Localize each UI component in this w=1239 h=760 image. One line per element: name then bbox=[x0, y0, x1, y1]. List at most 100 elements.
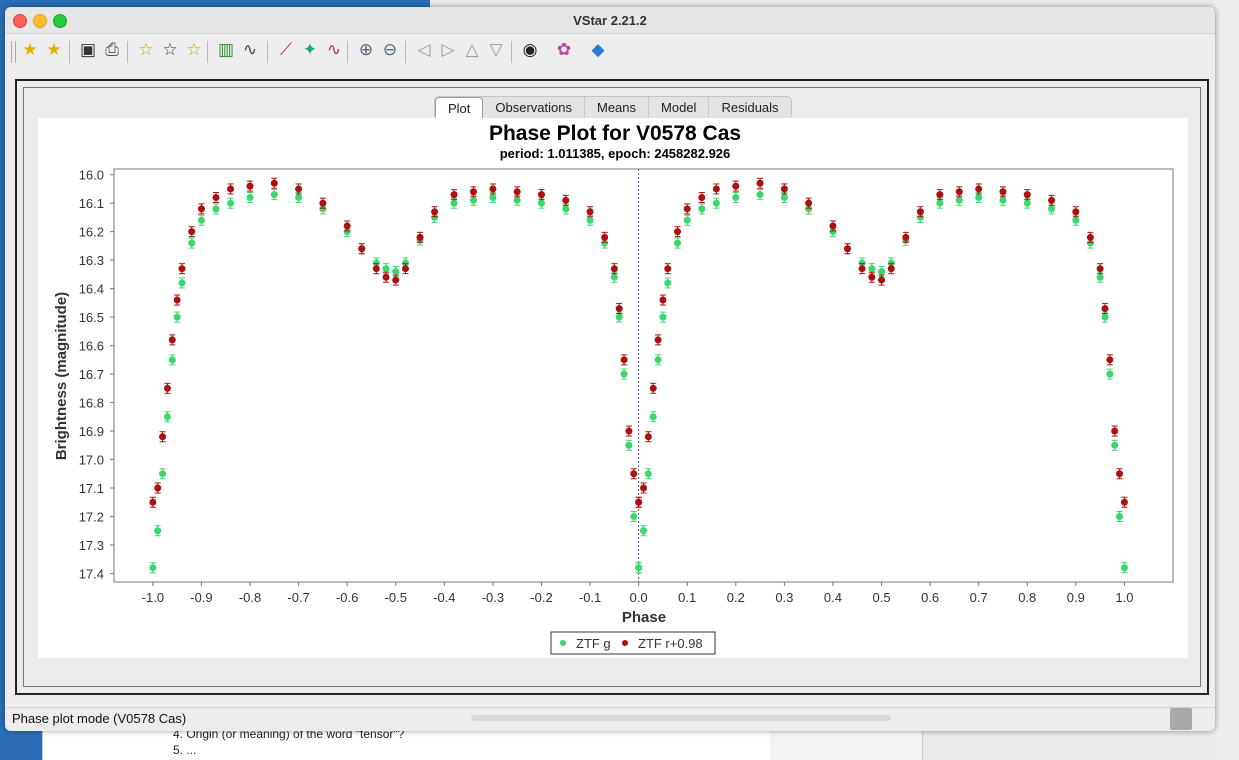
data-point-ztf-g bbox=[654, 354, 662, 366]
pan-up-icon[interactable]: △ bbox=[465, 40, 479, 59]
data-point-ztf-r bbox=[844, 243, 852, 255]
pan-right-icon[interactable]: ▷ bbox=[441, 40, 455, 59]
data-point-ztf-r bbox=[227, 183, 235, 195]
data-point-ztf-r bbox=[805, 197, 813, 209]
data-point-ztf-g bbox=[732, 191, 740, 203]
data-point-ztf-r bbox=[431, 206, 439, 218]
x-tick-label: -0.3 bbox=[482, 590, 504, 605]
y-tick-label: 16.2 bbox=[79, 225, 104, 240]
x-tick-label: -1.0 bbox=[142, 590, 164, 605]
pan-down-icon[interactable]: ▽ bbox=[489, 40, 503, 59]
toolbar-grip[interactable] bbox=[11, 41, 16, 63]
x-tick-label: -0.7 bbox=[287, 590, 309, 605]
x-tick-label: -0.5 bbox=[385, 590, 407, 605]
resize-grip-icon[interactable] bbox=[1170, 708, 1192, 730]
period-search-icon[interactable]: ∿ bbox=[326, 40, 342, 59]
tab-means[interactable]: Means bbox=[585, 97, 650, 119]
data-point-ztf-r bbox=[197, 203, 205, 215]
close-window-button[interactable] bbox=[13, 14, 27, 28]
y-axis-label: Brightness (magnitude) bbox=[53, 292, 70, 460]
save-icon[interactable]: ▣ bbox=[79, 40, 97, 59]
data-point-ztf-r bbox=[644, 431, 652, 443]
star-filter-icon[interactable]: ☆ bbox=[186, 40, 202, 59]
info-icon[interactable]: ◆ bbox=[591, 40, 605, 59]
polynomial-fit-icon[interactable]: ✦ bbox=[302, 40, 318, 59]
status-scrollbar[interactable] bbox=[471, 715, 891, 721]
y-tick-label: 16.5 bbox=[79, 310, 104, 325]
data-point-ztf-r bbox=[630, 468, 638, 480]
data-point-ztf-r bbox=[1101, 303, 1109, 315]
y-tick-label: 16.0 bbox=[79, 168, 104, 183]
tab-model[interactable]: Model bbox=[649, 97, 710, 119]
new-star-file-icon[interactable]: ★ bbox=[46, 40, 62, 59]
x-tick-label: 0.2 bbox=[727, 590, 745, 605]
plugin-icon[interactable]: ✿ bbox=[556, 40, 572, 59]
y-tick-label: 16.4 bbox=[79, 282, 104, 297]
data-point-ztf-g bbox=[683, 214, 691, 226]
y-tick-label: 17.4 bbox=[79, 566, 104, 581]
y-tick-label: 17.1 bbox=[79, 481, 104, 496]
data-point-ztf-r bbox=[664, 263, 672, 275]
main-panel: Plot Observations Means Model Residuals … bbox=[15, 79, 1209, 695]
toolbar: ★ ★ ▣ ⎙ ☆ ☆ ☆ ▥ ∿ ⟋ ✦ ∿ ⊕ ⊖ ◁ ▷ △ ▽ ◉ ✿ ◆ bbox=[5, 35, 1215, 69]
zoom-out-icon[interactable]: ⊖ bbox=[382, 40, 398, 59]
data-point-ztf-r bbox=[513, 186, 521, 198]
data-point-ztf-r bbox=[270, 177, 278, 189]
data-point-ztf-g bbox=[635, 562, 643, 574]
data-point-ztf-g bbox=[173, 311, 181, 323]
data-point-ztf-r bbox=[586, 206, 594, 218]
data-point-ztf-g bbox=[168, 354, 176, 366]
data-point-ztf-g bbox=[154, 525, 162, 537]
data-point-ztf-r bbox=[916, 206, 924, 218]
zoom-window-button[interactable] bbox=[53, 14, 67, 28]
observation-filter-icon[interactable]: ▥ bbox=[217, 40, 235, 59]
print-icon[interactable]: ⎙ bbox=[105, 40, 119, 59]
phase-plot-chart[interactable]: Phase Plot for V0578 Cas period: 1.01138… bbox=[38, 118, 1188, 658]
data-point-ztf-g bbox=[149, 562, 157, 574]
data-point-ztf-r bbox=[401, 263, 409, 275]
star-info-icon[interactable]: ☆ bbox=[138, 40, 154, 59]
data-point-ztf-g bbox=[649, 411, 657, 423]
pan-left-icon[interactable]: ◁ bbox=[417, 40, 431, 59]
y-tick-label: 17.0 bbox=[79, 453, 104, 468]
x-tick-label: -0.8 bbox=[239, 590, 261, 605]
x-tick-label: 0.1 bbox=[678, 590, 696, 605]
y-tick-label: 17.2 bbox=[79, 509, 104, 524]
x-tick-label: 0.8 bbox=[1018, 590, 1036, 605]
x-tick-label: -0.9 bbox=[190, 590, 212, 605]
x-tick-label: 1.0 bbox=[1115, 590, 1133, 605]
window-title: VStar 2.21.2 bbox=[573, 13, 647, 28]
y-tick-label: 16.9 bbox=[79, 424, 104, 439]
data-point-ztf-r bbox=[178, 263, 186, 275]
tab-observations[interactable]: Observations bbox=[483, 97, 585, 119]
data-point-ztf-r bbox=[382, 271, 390, 283]
tab-plot[interactable]: Plot bbox=[435, 97, 484, 119]
x-tick-label: 0.4 bbox=[824, 590, 842, 605]
data-point-ztf-g bbox=[159, 468, 167, 480]
star-search-icon[interactable]: ☆ bbox=[162, 40, 178, 59]
data-point-ztf-r bbox=[1116, 468, 1124, 480]
legend-marker-ztf-r bbox=[622, 640, 628, 646]
zoom-in-icon[interactable]: ⊕ bbox=[358, 40, 374, 59]
data-point-ztf-r bbox=[674, 226, 682, 238]
data-point-ztf-g bbox=[664, 277, 672, 289]
data-point-ztf-r bbox=[610, 263, 618, 275]
period-analysis-icon[interactable]: ∿ bbox=[242, 40, 258, 59]
phase-plot-icon[interactable]: ⟋ bbox=[280, 40, 292, 59]
data-point-ztf-g bbox=[674, 237, 682, 249]
data-point-ztf-r bbox=[780, 183, 788, 195]
data-point-ztf-r bbox=[562, 194, 570, 206]
x-tick-label: -0.4 bbox=[433, 590, 455, 605]
data-point-ztf-g bbox=[712, 197, 720, 209]
minimize-window-button[interactable] bbox=[33, 14, 47, 28]
phase-plot-panel[interactable]: Phase Plot for V0578 Cas period: 1.01138… bbox=[38, 118, 1188, 658]
tab-residuals[interactable]: Residuals bbox=[721, 100, 779, 115]
new-star-icon[interactable]: ★ bbox=[22, 40, 38, 59]
binoculars-icon[interactable]: ◉ bbox=[522, 40, 538, 59]
data-point-ztf-r bbox=[975, 183, 983, 195]
data-point-ztf-g bbox=[1111, 439, 1119, 451]
toolbar-separator bbox=[69, 41, 70, 63]
x-tick-label: -0.1 bbox=[579, 590, 601, 605]
data-point-ztf-r bbox=[649, 382, 657, 394]
data-point-ztf-r bbox=[1072, 206, 1080, 218]
